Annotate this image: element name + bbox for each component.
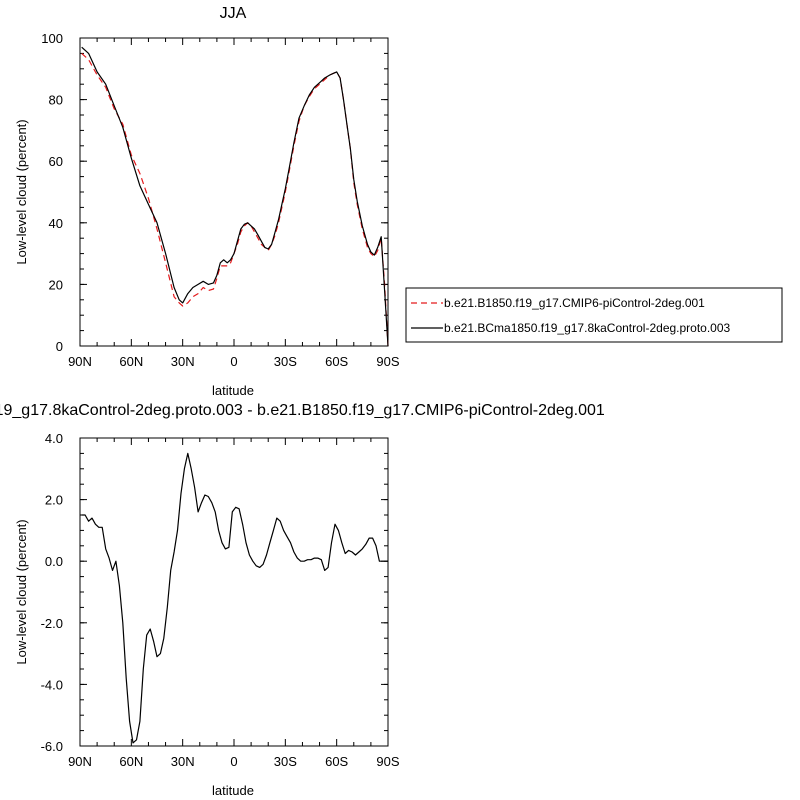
bottom-chart-y-tick-label: 2.0 [45,493,63,508]
legend-box [405,287,783,343]
bottom-chart-title: b.e21.BCma1850.f19_g17.8kaControl-2deg.p… [0,402,605,419]
top-chart-series-line-2 [81,46,389,347]
bottom-chart-x-tick-label: 0 [230,754,237,769]
top-chart-x-tick-label: 90N [68,354,92,369]
bottom-chart-y-tick-label: 4.0 [45,431,63,446]
bottom-chart-x-tick-label: 30S [274,754,297,769]
top-chart-series-line-1 [81,52,389,347]
top-chart-legend: b.e21.B1850.f19_g17.CMIP6-piControl-2deg… [405,287,783,343]
top-chart-x-tick-label: 90S [376,354,399,369]
bottom-chart-x-tick-label: 60N [119,754,143,769]
bottom-chart-y-tick-label: -2.0 [41,616,63,631]
top-chart-x-tick-label: 60N [119,354,143,369]
legend-entry-2: b.e21.BCma1850.f19_g17.8kaControl-2deg.p… [444,321,731,335]
top-chart-x-tick-label: 0 [230,354,237,369]
top-chart-y-tick-label: 100 [41,31,63,46]
top-chart-panel: JJA latitude Low-level cloud (percent) 9… [14,5,400,398]
bottom-chart-series-line-1 [81,452,388,744]
bottom-chart-plot-frame [79,437,389,747]
top-chart-y-axis-label: Low-level cloud (percent) [14,119,29,264]
top-chart-y-tick-label: 20 [49,277,63,292]
bottom-chart-x-axis-label: latitude [212,783,254,798]
top-chart-x-tick-label: 30N [171,354,195,369]
top-chart-x-axis-label: latitude [212,383,254,398]
bottom-chart-x-tick-label: 60S [325,754,348,769]
legend-entry-1: b.e21.B1850.f19_g17.CMIP6-piControl-2deg… [444,296,705,310]
top-chart-y-tick-label: 40 [49,216,63,231]
top-chart-title: JJA [220,5,247,22]
bottom-chart-panel: b.e21.BCma1850.f19_g17.8kaControl-2deg.p… [0,402,605,798]
bottom-chart-x-tick-label: 90S [376,754,399,769]
bottom-chart-y-axis-label: Low-level cloud (percent) [14,519,29,664]
bottom-chart-y-tick-label: 0.0 [45,554,63,569]
top-chart-plot-frame [79,37,389,347]
top-chart-x-tick-label: 30S [274,354,297,369]
bottom-chart-y-tick-label: -4.0 [41,677,63,692]
bottom-chart-x-tick-label: 30N [171,754,195,769]
top-chart-x-tick-label: 60S [325,354,348,369]
bottom-chart-x-tick-label: 90N [68,754,92,769]
bottom-chart-y-tick-label: -6.0 [41,739,63,754]
top-chart-y-tick-label: 80 [49,93,63,108]
top-chart-y-tick-label: 0 [56,339,63,354]
top-chart-y-tick-label: 60 [49,154,63,169]
